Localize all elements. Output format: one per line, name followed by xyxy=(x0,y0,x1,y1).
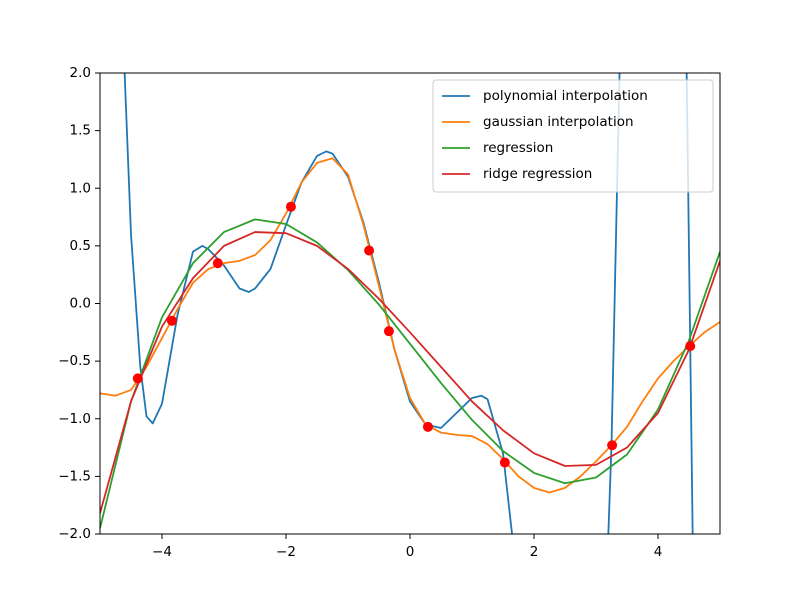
scatter-point xyxy=(364,245,375,256)
y-tick-label: 2.0 xyxy=(70,65,91,81)
line-series xyxy=(100,231,720,514)
axes: −4 −2 0 2 4 −2.0 −1.5 −1.0 −0.5 0.0 0.5 1.0 1.5 2.0 po… xyxy=(58,65,721,560)
x-tick-label: 2 xyxy=(530,544,539,560)
legend-label: ridge regression xyxy=(483,166,592,182)
x-tick-label: −2 xyxy=(276,544,296,560)
y-tick-label: 1.5 xyxy=(70,123,91,139)
scatter-point xyxy=(607,440,618,451)
scatter-point xyxy=(166,315,177,326)
legend-label: polynomial interpolation xyxy=(483,88,648,104)
y-tick-label: 1.0 xyxy=(70,180,91,196)
x-tick-label: 0 xyxy=(406,544,415,560)
legend-box xyxy=(432,79,714,193)
scatter-point xyxy=(685,341,696,352)
y-tick-label: 0.5 xyxy=(70,238,91,254)
legend-label: regression xyxy=(483,140,553,156)
scatter-point xyxy=(499,457,510,468)
x-tick-label: −4 xyxy=(152,544,172,560)
y-tick-label: 0.0 xyxy=(70,296,91,312)
y-tick-label: −1.5 xyxy=(58,468,91,484)
y-tick-label: −1.0 xyxy=(58,411,91,427)
legend-label: gaussian interpolation xyxy=(483,114,634,130)
line-series xyxy=(100,218,720,529)
scatter-point xyxy=(132,373,143,384)
scatter-point xyxy=(212,258,223,269)
legend: polynomial interpolation gaussian interpo… xyxy=(432,79,714,193)
line-series xyxy=(100,157,720,494)
y-tick-label: −0.5 xyxy=(58,353,91,369)
scatter-point xyxy=(422,421,433,432)
plot-area xyxy=(100,73,720,534)
y-tick-label: −2.0 xyxy=(58,526,91,542)
scatter-point xyxy=(383,326,394,337)
x-tick-label: 4 xyxy=(654,544,663,560)
scatter-point xyxy=(285,201,296,212)
